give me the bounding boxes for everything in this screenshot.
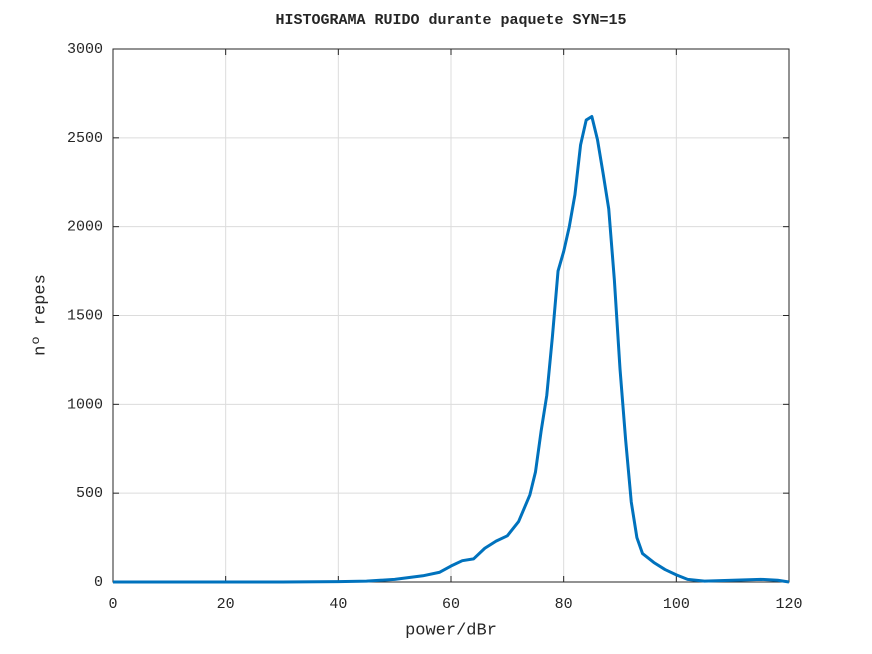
x-tick-label: 40 — [329, 596, 347, 613]
chart-title: HISTOGRAMA RUIDO durante paquete SYN=15 — [275, 12, 626, 29]
x-tick-label: 0 — [108, 596, 117, 613]
x-tick-label: 60 — [442, 596, 460, 613]
x-tick-label: 100 — [663, 596, 690, 613]
x-tick-label: 20 — [217, 596, 235, 613]
y-tick-label: 0 — [94, 574, 103, 591]
y-tick-label: 3000 — [67, 41, 103, 58]
y-axis-label: nº repes — [31, 274, 50, 356]
data-line — [113, 115, 790, 584]
x-tick-label: 80 — [555, 596, 573, 613]
y-tick-label: 500 — [76, 485, 103, 502]
y-tick-label: 2000 — [67, 219, 103, 236]
y-tick-label: 2500 — [67, 130, 103, 147]
x-tick-label: 120 — [775, 596, 802, 613]
y-tick-label: 1000 — [67, 396, 103, 413]
x-axis-label: power/dBr — [405, 621, 497, 640]
axes-box — [112, 48, 790, 583]
y-tick-label: 1500 — [67, 307, 103, 324]
